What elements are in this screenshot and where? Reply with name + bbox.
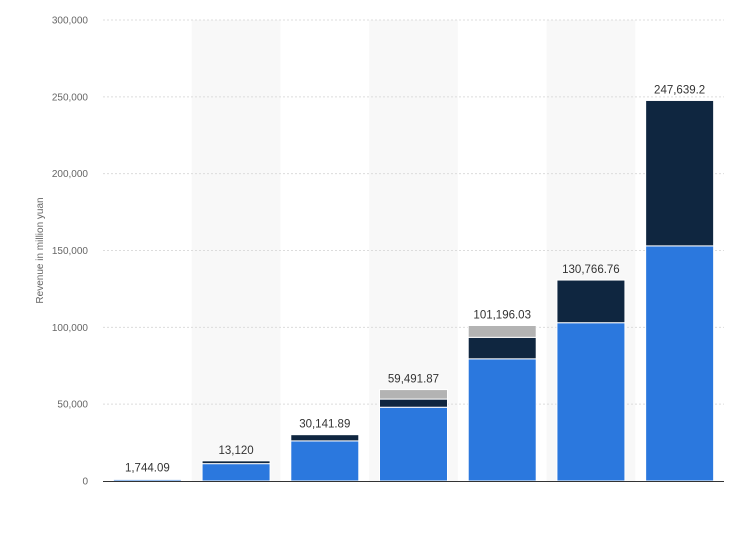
bar-segment [379,389,448,400]
y-tick-label: 0 [82,477,88,488]
y-tick-label: 200,000 [52,169,89,180]
bar-segment [379,406,448,482]
y-tick-label: 300,000 [52,16,89,27]
bar-segment [112,477,182,480]
bar-segment [290,440,360,482]
bar-segment [467,324,537,338]
total-label: 59,491.87 [388,374,439,386]
y-axis-title: Revenue in million yuan [35,197,46,303]
total-label: 13,120 [218,445,253,457]
bar-segment [379,398,448,408]
bars [112,99,715,482]
y-axis-tick-labels: 0 50,000 100,000 150,000 200,000 250,000 300,0… [52,16,89,488]
total-label: 101,196.03 [473,309,531,321]
bar-segment [645,245,715,482]
y-tick-label: 100,000 [52,323,89,334]
bar-segment [556,322,626,482]
bar-segment [467,358,537,482]
y-tick-label: 50,000 [57,400,88,411]
total-labels: 1,744.09 13,120 30,141.89 59,491.87 101,196.… [125,84,705,474]
y-tick-label: 150,000 [52,246,89,257]
bar-segment [201,463,271,482]
bar-segment [201,460,271,465]
bar-segment [556,279,626,324]
bar-segment [290,434,360,442]
y-tick-label: 250,000 [52,92,89,103]
bar-segment [467,336,537,360]
total-label: 247,639.2 [654,84,705,96]
total-label: 1,744.09 [125,462,170,474]
bar-segment [645,99,715,247]
total-label: 130,766.76 [562,264,620,276]
total-label: 30,141.89 [299,419,350,431]
